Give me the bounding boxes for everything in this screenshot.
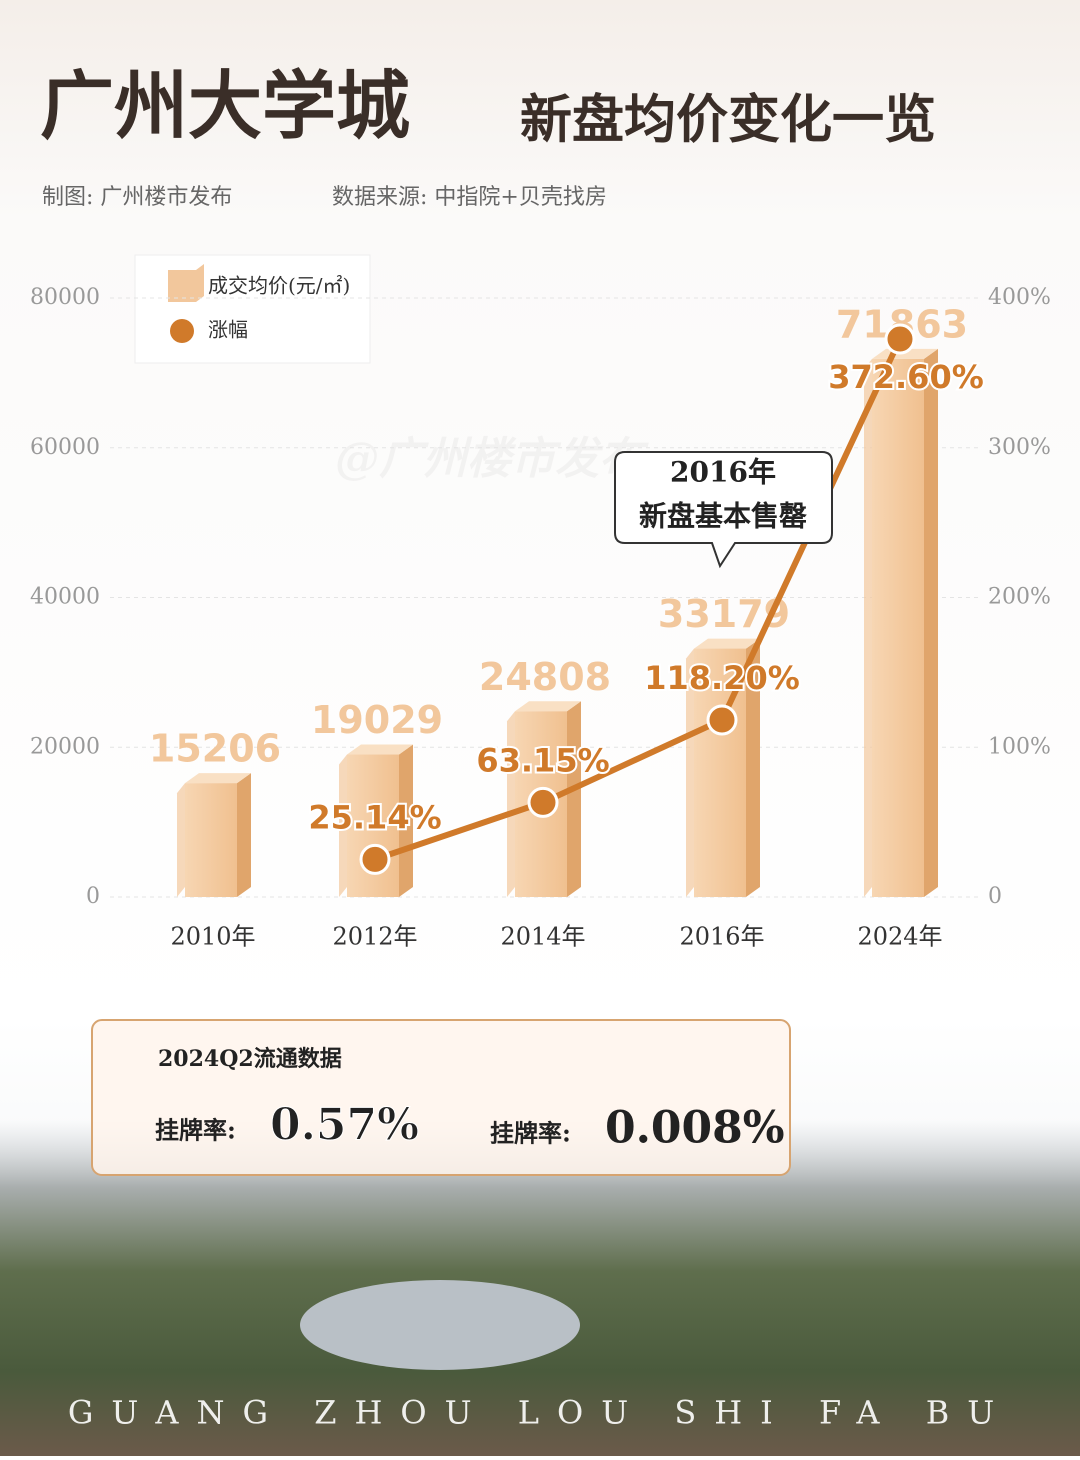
legend-bar-icon [168,264,204,302]
bar-shade [864,358,872,897]
line-value-label: 372.60% [828,358,984,396]
bar-value-label: 15206 [149,727,281,771]
bar-side [924,348,938,897]
bar-side [237,773,251,897]
x-tick-label: 2014年 [500,923,585,951]
line-point [359,843,391,875]
title-main: 广州大学城 [40,64,410,150]
title-sub: 新盘均价变化一览 [520,90,936,151]
footer: GUANG ZHOU LOU SHI FA BU [68,1394,1012,1432]
panel-value: 0.008% [605,1103,785,1154]
bar-side [746,638,760,897]
x-tick-label: 2024年 [857,923,942,951]
legend-line-icon [170,319,194,343]
y2-tick-label: 300% [988,435,1051,460]
bar-top [872,348,938,359]
x-tick-label: 2010年 [170,923,255,951]
legend-label: 成交均价(元/㎡) [208,274,350,298]
panel-label: 挂牌率: [490,1119,571,1148]
line-point [884,323,916,355]
bar-top [694,638,760,649]
y2-tick-label: 400% [988,285,1051,310]
bar-shade [507,711,515,897]
y-tick-label: 40000 [30,585,100,610]
line-value-label: 118.20% [644,659,800,697]
annotation: 2016年 [670,456,776,489]
bar-shade [339,754,347,897]
source: 数据来源: 中指院+贝壳找房 [332,185,607,210]
bar-shade [177,783,185,897]
panel-title: 2024Q2流通数据 [158,1046,342,1072]
y-tick-label: 20000 [30,734,100,759]
watermark: @广州楼市发布 [335,434,649,485]
line-point [706,704,738,736]
line-value-label: 25.14% [308,798,441,836]
bar-value-label: 24808 [479,655,611,699]
x-tick-label: 2016年 [679,923,764,951]
y-tick-label: 80000 [30,285,100,310]
panel-value: 0.57% [270,1100,419,1151]
bar-top [515,701,581,712]
panel [91,1019,791,1176]
bar-value-label: 19029 [311,698,443,742]
credit: 制图: 广州楼市发布 [42,185,232,210]
bar-top [185,773,251,784]
annotation: 新盘基本售罄 [639,500,807,533]
bar-value-label: 33179 [658,592,790,636]
bar [872,358,924,897]
bar-side [399,744,413,897]
panel-label: 挂牌率: [155,1116,236,1145]
bar-side [567,701,581,897]
line-point [527,786,559,818]
y2-tick-label: 100% [988,734,1051,759]
x-tick-label: 2012年 [332,923,417,951]
bar [185,783,237,897]
y2-tick-label: 0 [988,884,1002,909]
y-tick-label: 60000 [30,435,100,460]
stadium [300,1280,580,1370]
plot: 0 20000 40000 60000 80000 0 100% 200% 300% 400% 20… [30,285,1051,951]
y2-tick-label: 200% [988,585,1051,610]
line-value-label: 63.15% [476,741,609,779]
y-tick-label: 0 [86,884,100,909]
bar-shade [686,648,694,897]
legend-label: 涨幅 [208,318,248,342]
annotation-bubble [614,451,833,569]
bar-top [347,744,413,755]
